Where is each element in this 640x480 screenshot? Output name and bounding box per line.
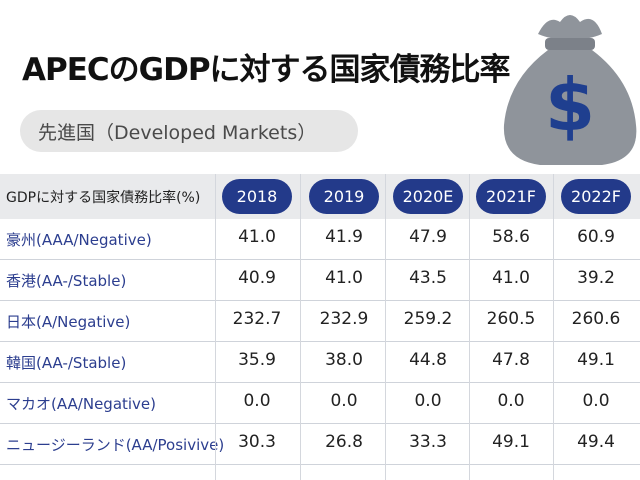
table-cell: 259.2 [403, 309, 453, 329]
table-row: ニュージーランド(AA/Posivive) 30.3 26.8 33.3 49.1 49.… [0, 424, 640, 465]
table-cell: 0.0 [243, 391, 271, 411]
table-cell: 0.0 [497, 391, 525, 411]
table-cell: 38.0 [325, 350, 363, 370]
column-divider [215, 174, 216, 480]
svg-text:$: $ [545, 63, 595, 147]
table-cell: 49.4 [577, 432, 615, 452]
table-cell: 41.9 [325, 227, 363, 247]
column-divider [553, 174, 554, 480]
table-cell: 30.3 [238, 432, 276, 452]
row-label: 日本(A/Negative) [6, 313, 131, 331]
debt-table: GDPに対する国家債務比率(%) 2018 2019 2020E 2021F 2… [0, 174, 640, 480]
table-cell: 39.2 [577, 268, 615, 288]
chart-subtitle: 先進国（Developed Markets） [20, 110, 358, 152]
table-cell: 43.5 [409, 268, 447, 288]
table-row: マカオ(AA/Negative) 0.0 0.0 0.0 0.0 0.0 [0, 383, 640, 424]
row-label: ニュージーランド(AA/Posivive) [6, 436, 225, 454]
header-label: GDPに対する国家債務比率(%) [6, 190, 201, 206]
table-cell: 260.5 [486, 309, 536, 329]
table-row: 日本(A/Negative) 232.7 232.9 259.2 260.5 260.6 [0, 301, 640, 342]
column-header-2022f: 2022F [561, 179, 631, 214]
column-header-2019: 2019 [309, 179, 379, 214]
table-cell: 41.0 [492, 268, 530, 288]
money-bag-dollar-icon: $ [503, 15, 637, 165]
table-cell: 40.9 [238, 268, 276, 288]
row-label: 韓国(AA-/Stable) [6, 354, 127, 372]
table-cell: 260.6 [571, 309, 621, 329]
table-cell: 41.0 [238, 227, 276, 247]
table-cell: 35.9 [238, 350, 276, 370]
column-divider [469, 174, 470, 480]
table-cell: 44.8 [409, 350, 447, 370]
table-cell: 49.1 [577, 350, 615, 370]
table-cell: 49.1 [492, 432, 530, 452]
column-divider [385, 174, 386, 480]
table-cell: 0.0 [414, 391, 442, 411]
table-cell: 47.9 [409, 227, 447, 247]
row-label: 豪州(AAA/Negative) [6, 231, 152, 249]
table-cell: 47.8 [492, 350, 530, 370]
table-row: 豪州(AAA/Negative) 41.0 41.9 47.9 58.6 60.9 [0, 219, 640, 260]
row-label: 香港(AA-/Stable) [6, 272, 127, 290]
table-cell: 58.6 [492, 227, 530, 247]
column-header-2021f: 2021F [476, 179, 546, 214]
table-row: 香港(AA-/Stable) 40.9 41.0 43.5 41.0 39.2 [0, 260, 640, 301]
column-divider [300, 174, 301, 480]
table-cell: 60.9 [577, 227, 615, 247]
table-row: 韓国(AA-/Stable) 35.9 38.0 44.8 47.8 49.1 [0, 342, 640, 383]
table-cell: 0.0 [582, 391, 610, 411]
table-cell: 232.9 [319, 309, 369, 329]
subtitle-text: 先進国（Developed Markets） [38, 121, 317, 144]
table-cell: 232.7 [232, 309, 282, 329]
row-label: マカオ(AA/Negative) [6, 395, 157, 413]
table-body: 豪州(AAA/Negative) 41.0 41.9 47.9 58.6 60.9 香港(A… [0, 219, 640, 465]
table-cell: 0.0 [330, 391, 358, 411]
table-cell: 41.0 [325, 268, 363, 288]
table-cell: 33.3 [409, 432, 447, 452]
table-cell: 26.8 [325, 432, 363, 452]
column-header-2018: 2018 [222, 179, 292, 214]
table-header: GDPに対する国家債務比率(%) 2018 2019 2020E 2021F 2… [0, 174, 640, 219]
chart-title: APECのGDPに対する国家債務比率 [22, 52, 511, 88]
column-header-2020e: 2020E [393, 179, 463, 214]
